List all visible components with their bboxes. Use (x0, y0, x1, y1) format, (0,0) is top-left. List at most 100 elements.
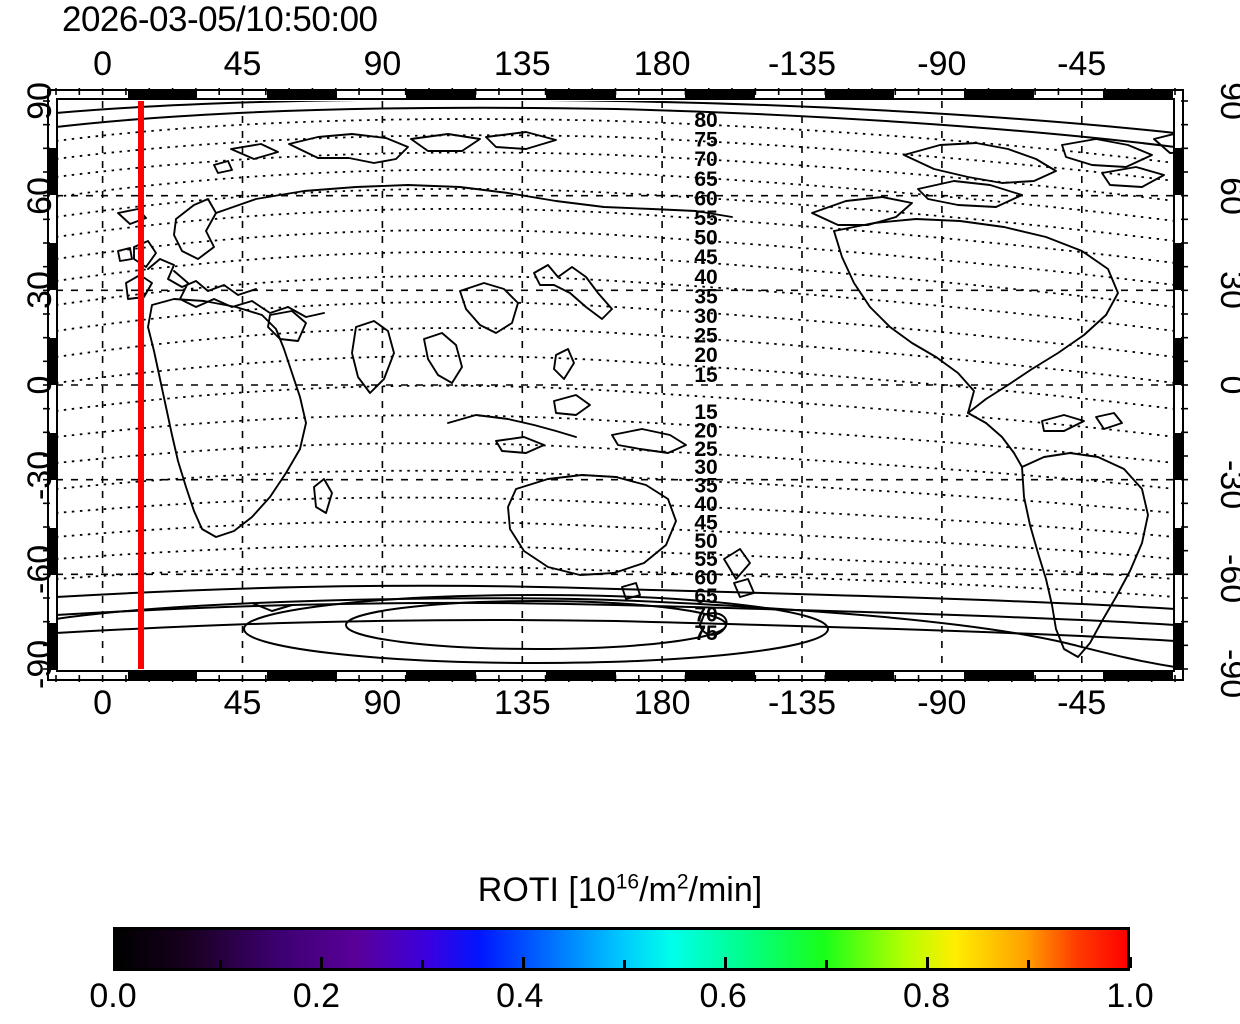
colorbar-title-prefix: ROTI [10 (477, 871, 616, 909)
contour-label: 20 (694, 344, 717, 367)
frame-block (49, 290, 56, 338)
colorbar-tick (1128, 957, 1132, 968)
frame-block (1175, 432, 1182, 480)
frame-block (963, 672, 1034, 679)
contour-label: 35 (694, 285, 718, 308)
frame-block (824, 672, 895, 679)
frame-block (49, 195, 56, 243)
contour-label: 50 (694, 530, 717, 553)
frame-block (1175, 575, 1182, 623)
colorbar-title-exponent: 16 (615, 870, 640, 894)
frame-block (545, 672, 616, 679)
frame-block (1033, 672, 1104, 679)
contour-label: 75 (694, 622, 718, 645)
x-axis-tick-label: 135 (493, 684, 551, 722)
contour-labels: 8075706560555045403530252015152025303540… (694, 109, 718, 645)
y-axis-tick-label: -60 (21, 545, 59, 595)
colorbar-tick-label: 0.6 (699, 977, 747, 1015)
y-axis-tick-label: -30 (1213, 459, 1240, 509)
frame-block (476, 91, 546, 98)
frame-block (49, 385, 56, 433)
frame-block (197, 91, 268, 98)
frame-block (1175, 337, 1182, 385)
graticule-lines (56, 101, 1175, 669)
colorbar-tick (724, 957, 728, 968)
frame-block (49, 242, 56, 290)
contour-label: 30 (694, 456, 717, 479)
y-axis-tick-label: -30 (21, 450, 59, 500)
frame-block (49, 480, 56, 528)
colorbar-title-exponent2: 2 (676, 870, 689, 894)
x-axis-tick-label: 45 (223, 45, 262, 83)
colorbar-title-suffix: /min] (688, 871, 763, 909)
colorbar-tick (117, 957, 121, 968)
frame-block (1033, 91, 1104, 98)
contour-label: 25 (694, 325, 718, 348)
contour-label: 30 (694, 305, 717, 328)
contour-label: 15 (694, 364, 718, 387)
y-axis-tick-label: 60 (21, 176, 59, 215)
frame-block (1175, 527, 1182, 575)
colorbar-minor-tick (1027, 960, 1031, 968)
frame-block (615, 672, 686, 679)
colorbar-title-mid: /m (639, 871, 677, 909)
frame-block (1175, 622, 1182, 670)
y-axis-tick-label: -90 (21, 639, 59, 689)
frame-block (1175, 242, 1182, 290)
colorbar-title: ROTI [1016/m2/min] (0, 872, 1240, 908)
x-axis-tick-label: 180 (633, 45, 691, 83)
x-axis-tick-label: 135 (493, 45, 551, 83)
frame-block (197, 672, 268, 679)
contour-label: 40 (694, 493, 717, 516)
y-axis-tick-label: 90 (1213, 82, 1240, 120)
frame-block (58, 672, 128, 679)
frame-block (685, 91, 755, 98)
contour-label: 40 (694, 266, 717, 289)
contour-label: 50 (694, 227, 717, 250)
frame-block (476, 672, 546, 679)
frame-block (49, 575, 56, 623)
map-canvas: 8075706560555045403530252015152025303540… (56, 101, 1175, 669)
x-axis-tick-label: -135 (767, 684, 837, 722)
frame-block (336, 91, 407, 98)
contour-label: 55 (694, 548, 718, 571)
frame-block (1175, 195, 1182, 243)
geomagnetic-contours-high (56, 101, 1175, 664)
contour-label: 70 (694, 148, 717, 171)
contour-label: 65 (694, 585, 718, 608)
frame-block (127, 91, 198, 98)
x-axis-tick-label: -90 (917, 45, 967, 83)
geomagnetic-contours (56, 118, 1175, 598)
colorbar-gradient (116, 930, 1127, 968)
frame-block (49, 432, 56, 480)
map-figure: 80 75 70 65 60 55 50 45 40 35 30 25 20 15 15 20 25 30 35 40… (47, 89, 1184, 681)
x-axis-tick-label: 0 (93, 684, 113, 722)
frame-block (894, 672, 964, 679)
frame-block (1175, 480, 1182, 528)
x-axis-tick-label: 90 (363, 45, 402, 83)
y-axis-tick-label: 90 (21, 82, 59, 120)
contour-label: 65 (694, 168, 718, 191)
frame-block (267, 672, 337, 679)
x-axis-tick-label: 0 (93, 45, 113, 83)
colorbar-tick (521, 957, 525, 968)
contour-label: 70 (694, 603, 717, 626)
frame-block (1175, 147, 1182, 195)
colorbar-tick-label: 0.4 (496, 977, 544, 1015)
colorbar-tick-label: 1.0 (1106, 977, 1154, 1015)
frame-block (824, 91, 895, 98)
frame-block (1103, 672, 1173, 679)
frame-block (267, 91, 337, 98)
frame-block (615, 91, 686, 98)
colorbar-minor-tick (420, 960, 424, 968)
antarctica-coastline (56, 597, 1175, 668)
colorbar-tick-label: 0.2 (292, 977, 341, 1015)
colorbar-minor-tick (218, 960, 222, 968)
colorbar-tick-label: 0.0 (89, 977, 137, 1015)
colorbar[interactable] (113, 927, 1132, 971)
contour-label: 45 (694, 246, 718, 269)
frame-block (49, 100, 56, 148)
x-axis-tick-label: 45 (223, 684, 262, 722)
y-axis-tick-label: -60 (1213, 554, 1240, 604)
frame-block (49, 622, 56, 670)
